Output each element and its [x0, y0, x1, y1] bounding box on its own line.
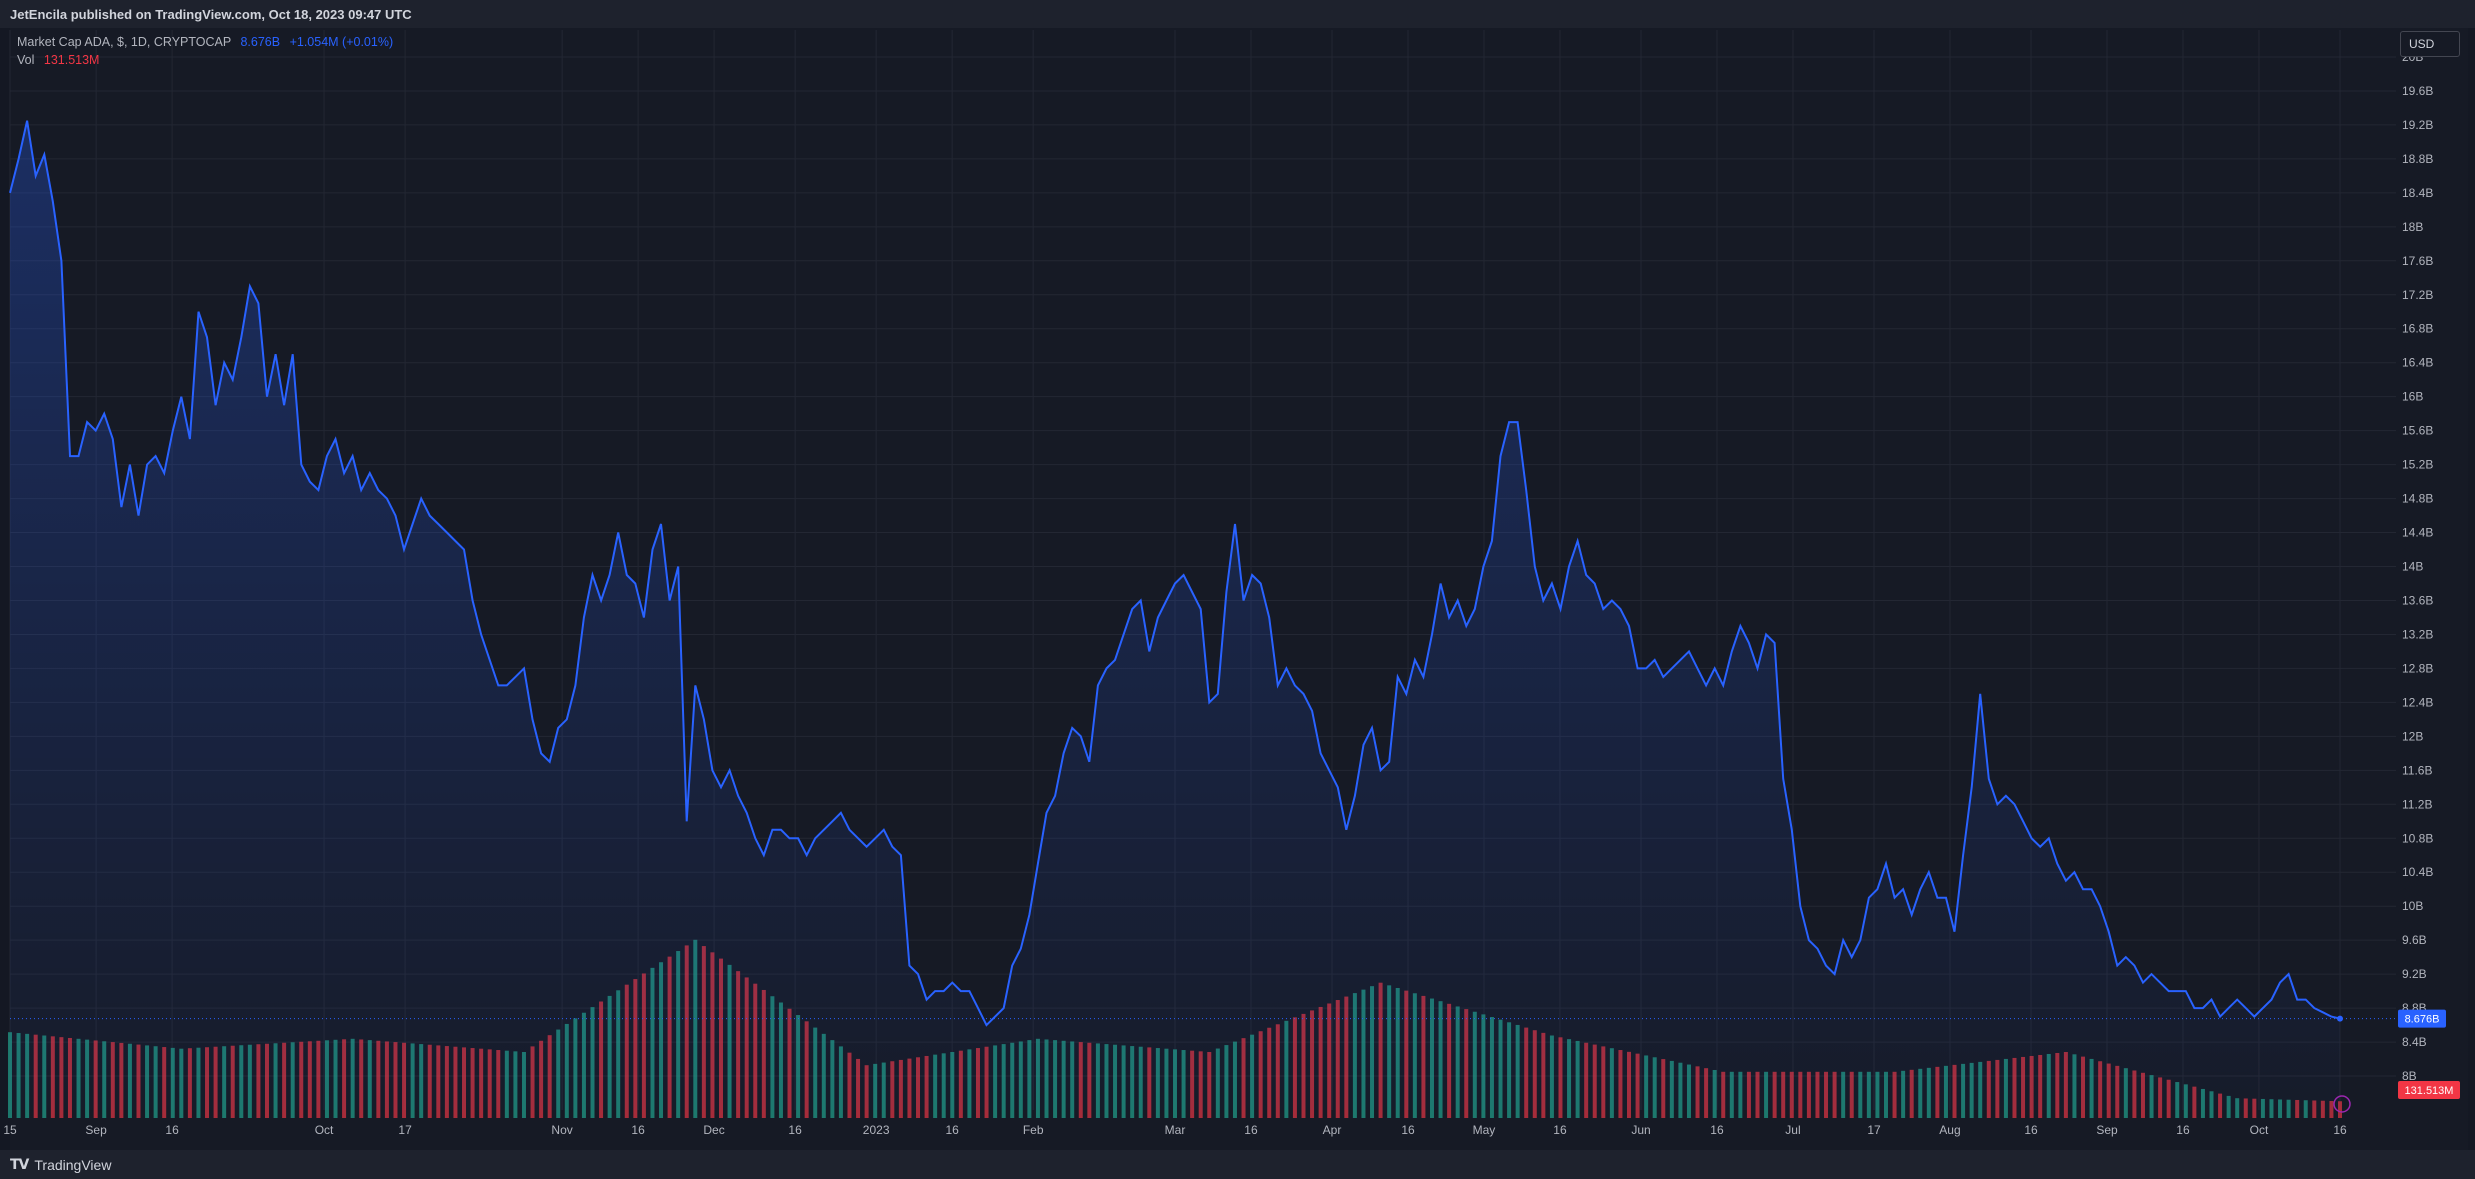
- legend-vol-label: Vol: [17, 53, 35, 67]
- x-tick-label: Jul: [1785, 1123, 1800, 1137]
- y-tick-label: 10B: [2402, 899, 2423, 913]
- currency-button[interactable]: USD: [2400, 31, 2460, 57]
- x-tick-label: Sep: [2096, 1123, 2118, 1137]
- y-tick-label: 18.4B: [2402, 186, 2433, 200]
- legend-change: +1.054M (+0.01%): [289, 35, 394, 49]
- tradingview-logo-icon: TV: [10, 1157, 29, 1173]
- volume-tag: [2398, 1081, 2460, 1099]
- x-tick-label: 16: [2176, 1123, 2190, 1137]
- y-tick-label: 16.8B: [2402, 322, 2433, 336]
- x-tick-label: 16: [2024, 1123, 2038, 1137]
- footer-bar: [0, 1150, 2475, 1179]
- x-tick-label: 16: [1710, 1123, 1724, 1137]
- legend-symbol: Market Cap ADA, $, 1D, CRYPTOCAP: [17, 35, 231, 49]
- y-tick-label: 8.4B: [2402, 1035, 2427, 1049]
- x-tick-label: May: [1473, 1123, 1496, 1137]
- x-tick-label: Oct: [2250, 1123, 2269, 1137]
- y-tick-label: 18.8B: [2402, 152, 2433, 166]
- x-tick-label: 15: [3, 1123, 17, 1137]
- x-tick-label: 16: [2333, 1123, 2347, 1137]
- x-tick-label: Sep: [85, 1123, 107, 1137]
- x-tick-label: 16: [945, 1123, 959, 1137]
- y-tick-label: 12.4B: [2402, 695, 2433, 709]
- x-tick-label: Apr: [1323, 1123, 1342, 1137]
- y-tick-label: 15.6B: [2402, 424, 2433, 438]
- y-tick-label: 9.6B: [2402, 933, 2427, 947]
- y-tick-label: 9.2B: [2402, 967, 2427, 981]
- chart-legend: Market Cap ADA, $, 1D, CRYPTOCAP 8.676B …: [17, 33, 393, 69]
- y-tick-label: 15.2B: [2402, 458, 2433, 472]
- y-tick-label: 13.2B: [2402, 627, 2433, 641]
- y-tick-label: 17.2B: [2402, 288, 2433, 302]
- price-area: [10, 120, 2340, 1110]
- x-tick-label: Feb: [1023, 1123, 1044, 1137]
- volume-tag-text: 131.513M: [2405, 1085, 2454, 1097]
- published-text: JetEncila published on TradingView.com, …: [10, 7, 412, 22]
- y-tick-label: 12.8B: [2402, 661, 2433, 675]
- y-tick-label: 13.6B: [2402, 593, 2433, 607]
- x-tick-label: 16: [1244, 1123, 1258, 1137]
- y-tick-label: 19.6B: [2402, 84, 2433, 98]
- y-tick-label: 11.2B: [2402, 797, 2432, 811]
- y-tick-label: 19.2B: [2402, 118, 2433, 132]
- x-tick-label: 16: [1553, 1123, 1567, 1137]
- x-tick-label: 16: [788, 1123, 802, 1137]
- price-line: [9, 120, 2341, 1027]
- y-tick-label: 18B: [2402, 220, 2423, 234]
- x-tick-label: 17: [398, 1123, 412, 1137]
- x-tick-label: 17: [1867, 1123, 1881, 1137]
- legend-vol-value: 131.513M: [43, 53, 100, 67]
- last-price-tag: [2398, 1009, 2446, 1028]
- x-tick-label: Oct: [315, 1123, 334, 1137]
- x-tick-label: Aug: [1939, 1123, 1960, 1137]
- x-tick-label: 2023: [863, 1123, 890, 1137]
- header-bar: JetEncila published on TradingView.com, …: [0, 0, 2475, 28]
- y-tick-label: 16.4B: [2402, 356, 2433, 370]
- x-tick-label: 16: [631, 1123, 645, 1137]
- y-tick-label: 14.4B: [2402, 526, 2433, 540]
- legend-value: 8.676B: [240, 35, 281, 49]
- y-tick-label: 14.8B: [2402, 492, 2433, 506]
- x-tick-label: Jun: [1631, 1123, 1650, 1137]
- x-tick-label: 16: [165, 1123, 179, 1137]
- last-price-dot: [2337, 1015, 2343, 1022]
- y-tick-label: 12B: [2402, 729, 2423, 743]
- tradingview-logo[interactable]: TV TradingView: [10, 1156, 111, 1174]
- x-tick-label: 16: [1401, 1123, 1415, 1137]
- x-tick-label: Nov: [551, 1123, 572, 1137]
- y-tick-label: 11.6B: [2402, 763, 2432, 777]
- y-tick-label: 10.8B: [2402, 831, 2433, 845]
- y-tick-label: 8B: [2402, 1069, 2417, 1083]
- last-price-tag-text: 8.676B: [2405, 1014, 2440, 1026]
- tradingview-wordmark: TradingView: [34, 1157, 112, 1173]
- y-tick-label: 16B: [2402, 390, 2423, 404]
- x-tick-label: Mar: [1165, 1123, 1186, 1137]
- y-tick-label: 10.4B: [2402, 865, 2433, 879]
- y-tick-label: 14B: [2402, 560, 2423, 574]
- y-tick-label: 17.6B: [2402, 254, 2433, 268]
- x-tick-label: Dec: [703, 1123, 724, 1137]
- lightning-icon: [2333, 1095, 2351, 1113]
